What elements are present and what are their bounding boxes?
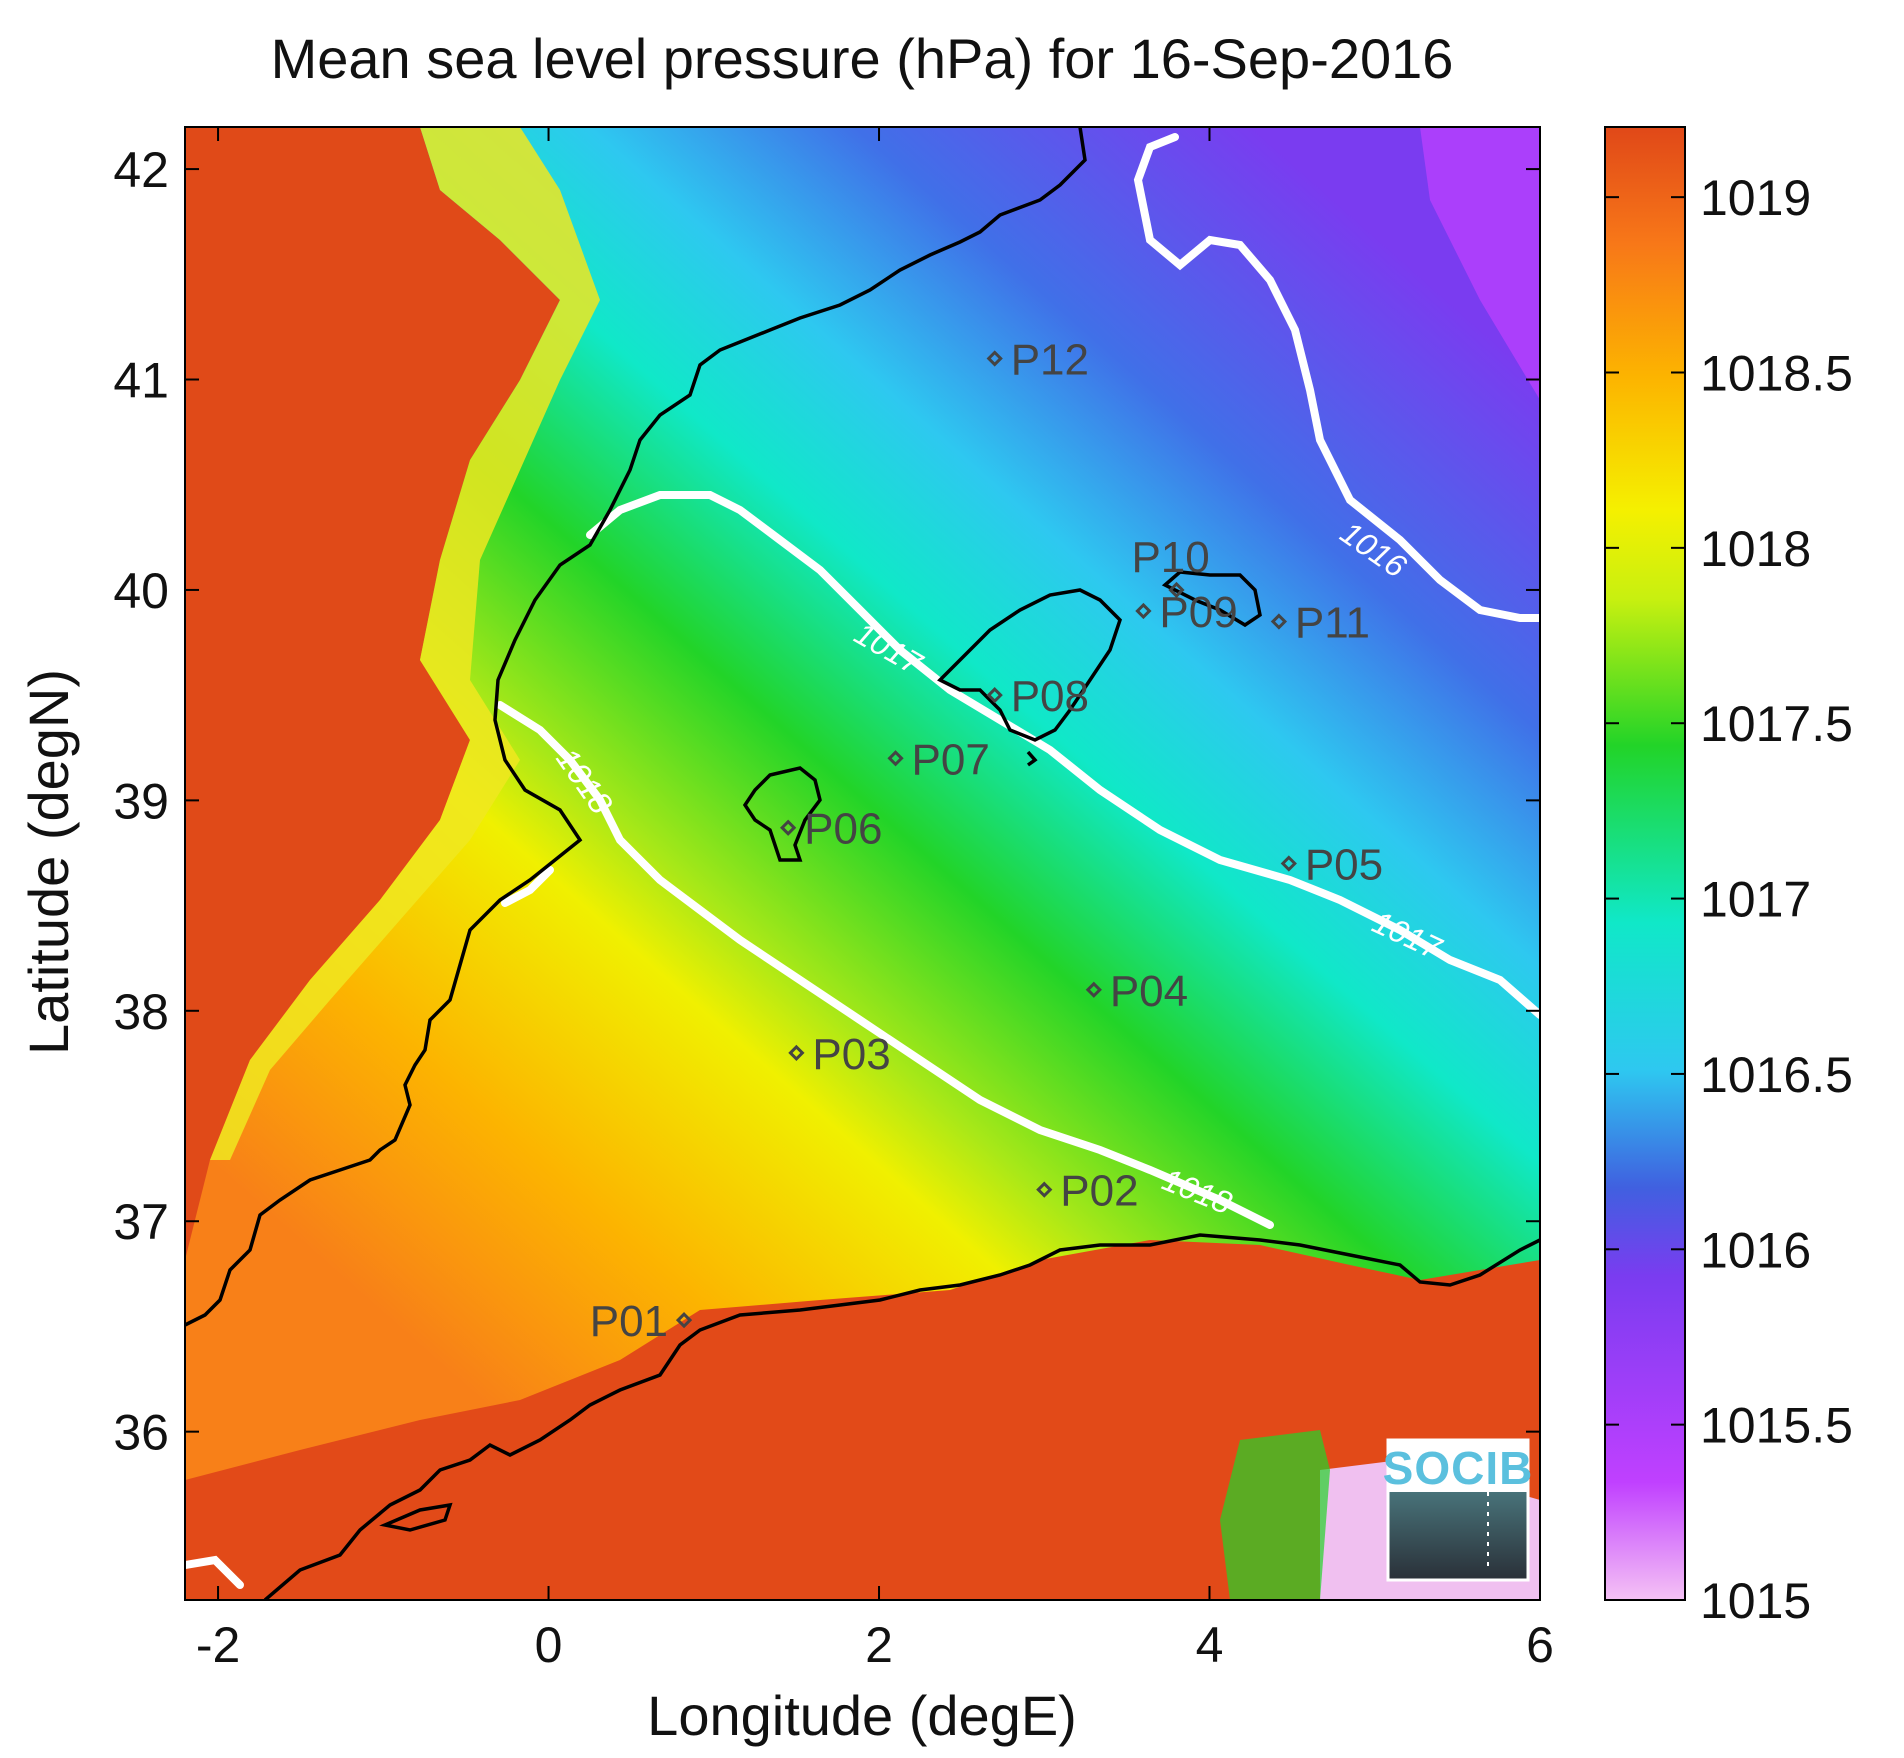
menorca-coastline (1161, 570, 1262, 628)
coastlines (185, 127, 1540, 1600)
chart-title: Mean sea level pressure (hPa) for 16-Sep… (271, 27, 1454, 90)
y-tick-label: 36 (113, 1405, 169, 1461)
iberia-land (185, 127, 560, 1260)
isobar-1017 (586, 491, 1540, 1019)
station-marker (986, 687, 1003, 704)
station-label: P12 (1011, 335, 1089, 384)
station-label: P11 (1295, 599, 1370, 648)
iberia-coast-yellow-band (210, 127, 600, 1160)
isobars (185, 133, 1540, 1589)
africa-land (185, 1240, 1540, 1600)
station-label: P02 (1060, 1167, 1138, 1216)
station-label: P07 (912, 735, 990, 784)
station-marker (1036, 1181, 1053, 1198)
y-tick-label: 39 (113, 773, 169, 829)
x-axis-label: Longitude (degE) (647, 1684, 1077, 1747)
map-border (184, 126, 1541, 1601)
station-marker (1270, 613, 1288, 630)
colorbar-tick-label: 1017 (1700, 872, 1811, 928)
mallorca-coastline (937, 588, 1123, 742)
colorbar-tick-label: 1018.5 (1700, 346, 1853, 402)
station-label: P04 (1110, 967, 1188, 1016)
socib-logo-text: SOCIB (1383, 1442, 1534, 1494)
x-tick-label: 0 (535, 1617, 563, 1673)
station-label: P05 (1305, 841, 1383, 890)
x-tick-label: 4 (1196, 1617, 1224, 1673)
station-label: P03 (812, 1030, 890, 1079)
cabrera-coast (1026, 750, 1038, 767)
station-marker (780, 819, 797, 836)
colorbar: 1019 1018.5 1018 1017.5 1017 1016.5 1016 1015.5… (1604, 126, 1853, 1629)
iberia-coastline (185, 127, 1087, 1327)
station-marker (788, 1044, 805, 1062)
x-tick-label: -2 (196, 1617, 240, 1673)
y-tick-label: 40 (113, 563, 169, 619)
colorbar-tick-label: 1018 (1700, 521, 1811, 577)
x-axis-ticks: -2 0 2 4 6 (196, 127, 1554, 1673)
x-tick-label: 2 (865, 1617, 893, 1673)
colorbar-tick-label: 1016 (1700, 1222, 1811, 1278)
stations-layer: P01 P02 P03 P04 P05 P06 P07 P08 P09 P10 P11 P12 (590, 335, 1383, 1346)
y-tick-label: 42 (113, 142, 169, 198)
isobar-1018 (496, 701, 1274, 1229)
colorbar-gradient (1604, 126, 1686, 1601)
ibiza-coastline (742, 766, 822, 862)
map-area: 1016 1017 1017 1018 1018 P01P02P03P04P05… (185, 127, 1540, 1600)
station-label: P10 (1131, 533, 1209, 582)
isobar-1018-sw (185, 1555, 244, 1589)
station-marker (1135, 602, 1152, 620)
y-tick-label: 38 (113, 984, 169, 1040)
station-label: P01 (590, 1297, 668, 1346)
colorbar-tick-label: 1016.5 (1700, 1047, 1853, 1103)
alboran-coast (379, 1502, 453, 1532)
africa-low-pressure-ring (1220, 1430, 1330, 1600)
station-label: P09 (1159, 588, 1237, 637)
y-tick-label: 41 (113, 353, 169, 409)
station-label: P06 (804, 805, 882, 854)
isobar-1018-coast (501, 866, 554, 907)
colorbar-tick-label: 1017.5 (1700, 696, 1853, 752)
station-label: P08 (1011, 672, 1089, 721)
x-tick-label: 6 (1526, 1617, 1554, 1673)
socib-logo: SOCIB (1383, 1438, 1534, 1582)
station-marker (1168, 581, 1185, 599)
station-marker (675, 1312, 693, 1329)
station-marker (1085, 981, 1102, 998)
colorbar-ticks: 1019 1018.5 1018 1017.5 1017 1016.5 1016 1015.5… (1605, 170, 1853, 1629)
colorbar-tick-label: 1015.5 (1700, 1398, 1853, 1454)
africa-coastline (263, 1233, 1540, 1600)
y-tick-label: 37 (113, 1194, 169, 1250)
station-marker (887, 750, 904, 767)
colorbar-tick-label: 1015 (1700, 1573, 1811, 1629)
y-axis-ticks: 42 41 40 39 38 37 36 (113, 142, 1540, 1461)
station-marker (986, 350, 1003, 367)
station-marker (1280, 855, 1297, 872)
northeast-low (1420, 127, 1540, 400)
colorbar-tick-label: 1019 (1700, 170, 1811, 226)
y-axis-label: Latitude (degN) (17, 669, 80, 1055)
isobar-1016 (1133, 133, 1540, 622)
